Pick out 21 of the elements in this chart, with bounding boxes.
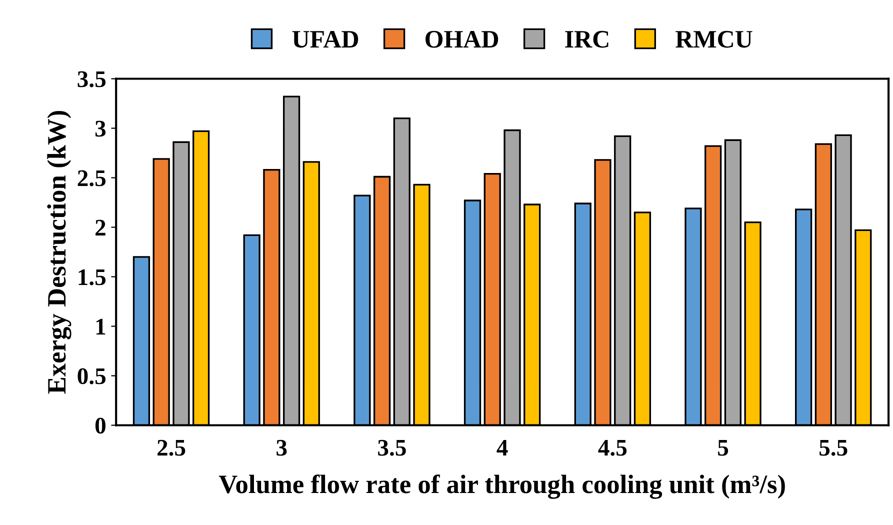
y-tick-label: 0.5 [78,368,106,384]
y-axis-title: Exergy Destruction (kW) [47,110,72,394]
y-tick-label: 2.5 [78,170,106,186]
x-tick-label: 3.5 [378,440,406,456]
x-tick-label: 5.5 [820,440,848,456]
legend-label: UFAD [292,30,358,48]
x-tick-label: 4 [496,440,508,456]
x-axis-title: Volume flow rate of air through cooling unit (m³/s) [218,474,785,499]
y-tick-label: 0 [95,418,106,434]
legend-label: IRC [565,30,608,48]
legend-label: OHAD [426,30,498,48]
x-tick-label: 3 [276,440,287,456]
y-tick-label: 3.5 [78,71,106,88]
y-tick-label: 1 [96,318,106,334]
y-tick-label: 3 [95,120,106,137]
y-tick-label: 2 [96,220,106,236]
y-tick-label: 1.5 [78,269,106,286]
x-tick-label: 5 [718,440,728,456]
x-tick-label: 4.5 [598,440,627,456]
x-tick-label: 2.5 [158,440,186,456]
legend-label: RMCU [676,30,752,48]
